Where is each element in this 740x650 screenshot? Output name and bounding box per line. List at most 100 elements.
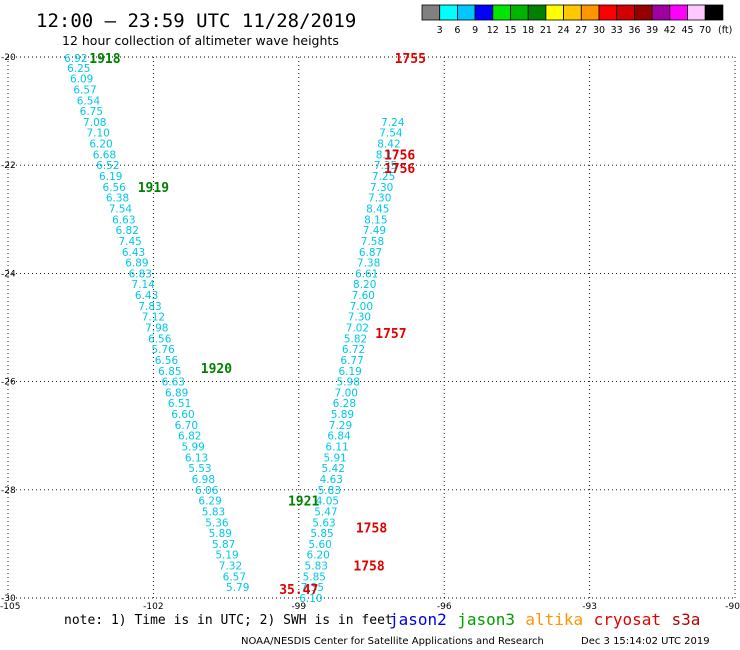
wave-height-point: 7.30 xyxy=(348,312,371,324)
wave-height-point: 5.98 xyxy=(337,377,360,389)
wave-height-point: 5.82 xyxy=(344,333,367,345)
wave-height-point: 6.84 xyxy=(327,431,351,443)
wave-height-point: 6.38 xyxy=(106,193,129,205)
wave-height-point: 7.49 xyxy=(363,225,386,237)
y-tick-label: -30 xyxy=(1,594,16,604)
wave-height-point: 5.47 xyxy=(314,506,337,518)
wave-height-point: 6.98 xyxy=(192,474,215,486)
wave-height-point: 6.09 xyxy=(70,74,93,86)
legend-entry-jason3: jason3 xyxy=(457,610,515,629)
wave-height-point: 5.99 xyxy=(181,442,204,454)
legend-entry-s3a: s3a xyxy=(672,610,701,629)
wave-height-point: 7.08 xyxy=(83,117,106,129)
colorbar-tick-label: 45 xyxy=(681,25,693,36)
wave-height-point: 8.42 xyxy=(377,139,400,151)
wave-height-point: 6.83 xyxy=(129,268,152,280)
wave-height-point: 5.83 xyxy=(202,506,225,518)
colorbar-swatch xyxy=(474,4,494,21)
pass-time-label: 35.47 xyxy=(279,583,318,598)
legend-entry-cryosat: cryosat xyxy=(594,610,661,629)
colorbar-swatch xyxy=(634,4,653,21)
note-text: note: 1) Time is in UTC; 2) SWH is in fe… xyxy=(64,613,393,628)
pass-time-label: 1921 xyxy=(288,495,319,510)
wave-height-point: 5.83 xyxy=(305,561,328,573)
wave-height-point: 7.12 xyxy=(142,312,165,324)
wave-height-point: 7.54 xyxy=(109,203,133,215)
grid xyxy=(7,56,736,599)
wave-height-point: 5.89 xyxy=(331,409,354,421)
legend-entry-altika: altika xyxy=(525,610,583,629)
wave-height-point: 5.87 xyxy=(212,539,235,551)
wave-height-point: 7.32 xyxy=(219,561,242,573)
footer-credit: NOAA/NESDIS Center for Satellite Applica… xyxy=(241,636,544,647)
pass-time-label: 1757 xyxy=(375,327,406,342)
wave-height-point: 6.52 xyxy=(96,160,119,172)
wave-height-point: 4.05 xyxy=(316,496,339,508)
wave-height-point: 5.85 xyxy=(303,571,326,583)
colorbar-tick-label: 36 xyxy=(628,25,640,36)
pass-time-label: 1756 xyxy=(384,148,415,163)
wave-height-point: 7.45 xyxy=(118,236,141,248)
wave-height-point: 6.68 xyxy=(93,149,116,161)
colorbar-swatch xyxy=(669,4,688,21)
colorbar-tick-label: 21 xyxy=(540,25,552,36)
wave-height-point: 7.30 xyxy=(370,182,393,194)
wave-height-point: 7.83 xyxy=(138,301,161,313)
wave-height-point: 5.85 xyxy=(310,528,333,540)
wave-height-point: 6.10 xyxy=(299,593,322,605)
wave-height-point: 7.14 xyxy=(132,279,156,291)
wave-height-point: 5.36 xyxy=(205,517,229,529)
wave-height-point: 7.98 xyxy=(145,323,168,335)
colorbar-tick-label: 27 xyxy=(575,25,587,36)
wave-height-point: 7.38 xyxy=(357,258,380,270)
colorbar-swatch xyxy=(545,4,565,21)
colorbar-swatch xyxy=(510,4,529,21)
wave-height-point: 7.35 xyxy=(374,160,397,172)
wave-height-point: 7.10 xyxy=(86,128,109,140)
x-tick-label: -102 xyxy=(143,602,163,612)
wave-height-point: 7.25 xyxy=(372,171,395,183)
wave-height-point: 8.45 xyxy=(366,203,389,215)
wave-height-point: 7.29 xyxy=(329,420,352,432)
wave-height-point: 4.63 xyxy=(320,474,343,486)
wave-height-point: 6.61 xyxy=(355,268,378,280)
wave-height-point: 8.20 xyxy=(353,279,376,291)
y-tick-label: -24 xyxy=(1,269,16,279)
colorbar-tick-label: 42 xyxy=(664,25,676,36)
wave-height-point: 8.17 xyxy=(376,149,399,161)
colorbar-swatch xyxy=(563,4,582,21)
x-tick-label: -93 xyxy=(582,602,597,612)
colorbar-tick-label: 6 xyxy=(454,25,460,36)
wave-height-point: 5.42 xyxy=(322,463,345,475)
wave-height-point: 5.63 xyxy=(312,517,335,529)
x-tick-label: -99 xyxy=(291,602,306,612)
y-tick-label: -22 xyxy=(1,161,16,171)
wave-height-point: 6.56 xyxy=(102,182,126,194)
wave-height-point: 6.63 xyxy=(162,377,185,389)
wave-height-point: 6.43 xyxy=(122,247,145,259)
y-tick-label: -28 xyxy=(1,486,16,496)
pass-time-label: 1758 xyxy=(353,560,384,575)
wave-height-point: 6.82 xyxy=(116,225,139,237)
colorbar-tick-label: 39 xyxy=(646,25,658,36)
colorbar-swatch xyxy=(687,4,706,21)
wave-height-point: 6.11 xyxy=(325,442,348,454)
wave-height-point: 6.72 xyxy=(342,344,365,356)
wave-height-point: 6.82 xyxy=(178,431,201,443)
data-marks: 6.926.256.096.576.546.757.087.106.206.68… xyxy=(64,53,405,605)
wave-height-point: 7.02 xyxy=(346,323,369,335)
pass-time-label: 1919 xyxy=(138,181,169,196)
wave-height-point: 6.56 xyxy=(148,333,172,345)
pass-time-label: 1758 xyxy=(356,522,387,537)
wave-height-point: 6.85 xyxy=(158,366,181,378)
wave-height-point: 5.76 xyxy=(151,344,175,356)
colorbar-tick-label: 18 xyxy=(522,25,534,36)
wave-height-point: 7.30 xyxy=(368,193,391,205)
wave-height-point: 6.13 xyxy=(185,452,208,464)
colorbar-swatch xyxy=(704,4,724,21)
colorbar-unit: (ft) xyxy=(718,25,732,36)
wave-height-point: 6.57 xyxy=(223,571,246,583)
colorbar-swatch xyxy=(651,4,671,21)
